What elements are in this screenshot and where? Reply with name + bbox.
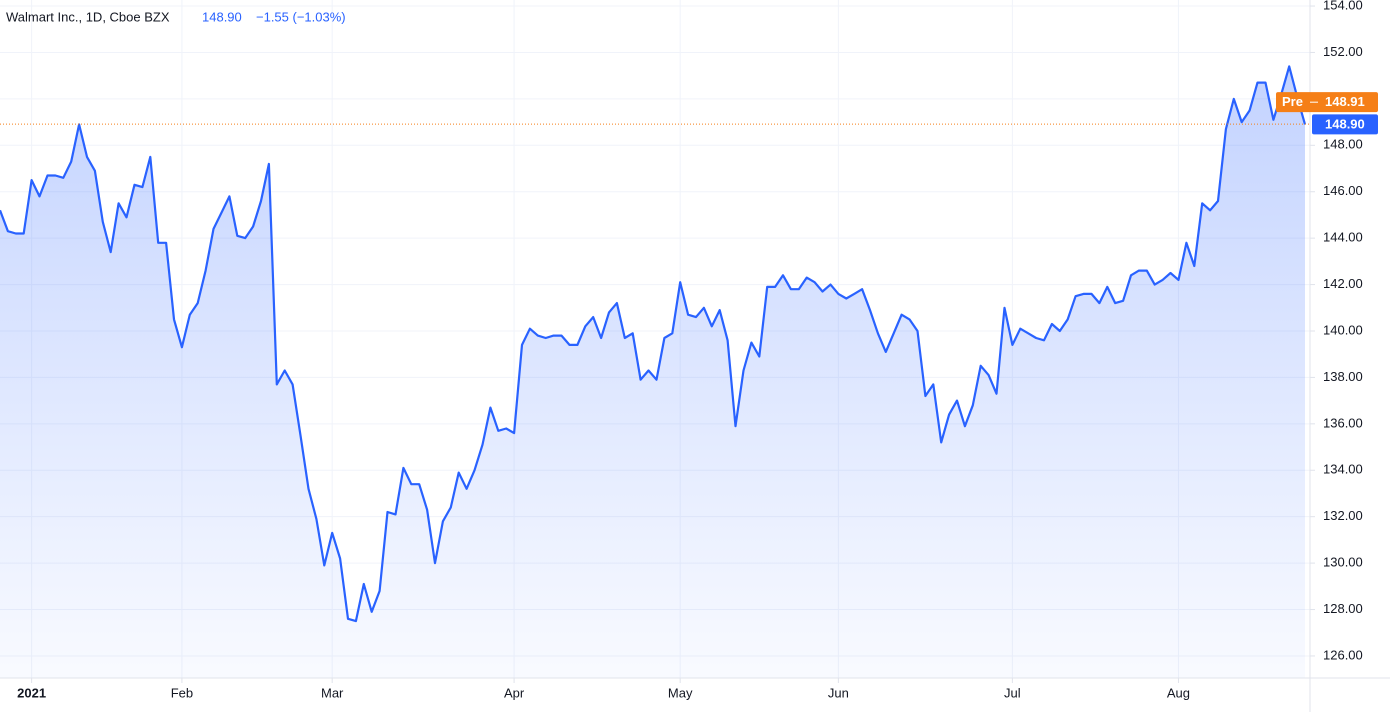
premarket-tag-label: 148.91: [1325, 94, 1365, 109]
price-line: [0, 65, 1307, 623]
y-tick-label: 130.00: [1323, 555, 1363, 570]
header-change: −1.55 (−1.03%): [256, 9, 346, 24]
y-tick-label: 134.00: [1323, 462, 1363, 477]
y-tick-label: 146.00: [1323, 183, 1363, 198]
x-tick-label: Aug: [1167, 685, 1190, 700]
y-tick-label: 154.00: [1323, 0, 1363, 12]
premarket-tag-name: Pre: [1282, 94, 1303, 109]
y-tick-label: 136.00: [1323, 415, 1363, 430]
y-tick-label: 128.00: [1323, 601, 1363, 616]
header-price: 148.90: [202, 9, 242, 24]
y-tick-label: 148.00: [1323, 137, 1363, 152]
premarket-tag: [1276, 92, 1378, 113]
y-tick-label: 142.00: [1323, 276, 1363, 291]
x-tick-label: Feb: [171, 685, 193, 700]
price-tag: [1312, 114, 1378, 135]
y-tick-label: 126.00: [1323, 647, 1363, 662]
y-tick-label: 144.00: [1323, 230, 1363, 245]
x-tick-label: May: [668, 685, 693, 700]
x-tick-label: 2021: [17, 685, 46, 700]
x-tick-label: Jun: [828, 685, 849, 700]
y-tick-label: 140.00: [1323, 322, 1363, 337]
y-tick-label: 152.00: [1323, 44, 1363, 59]
area-fill: [0, 66, 1305, 678]
y-tick-label: 132.00: [1323, 508, 1363, 523]
x-tick-label: Jul: [1004, 685, 1021, 700]
price-tag-label: 148.90: [1325, 116, 1365, 131]
y-tick-label: 138.00: [1323, 369, 1363, 384]
symbol-title: Walmart Inc., 1D, Cboe BZX: [6, 9, 170, 24]
x-tick-label: Mar: [321, 685, 344, 700]
x-tick-label: Apr: [504, 685, 525, 700]
